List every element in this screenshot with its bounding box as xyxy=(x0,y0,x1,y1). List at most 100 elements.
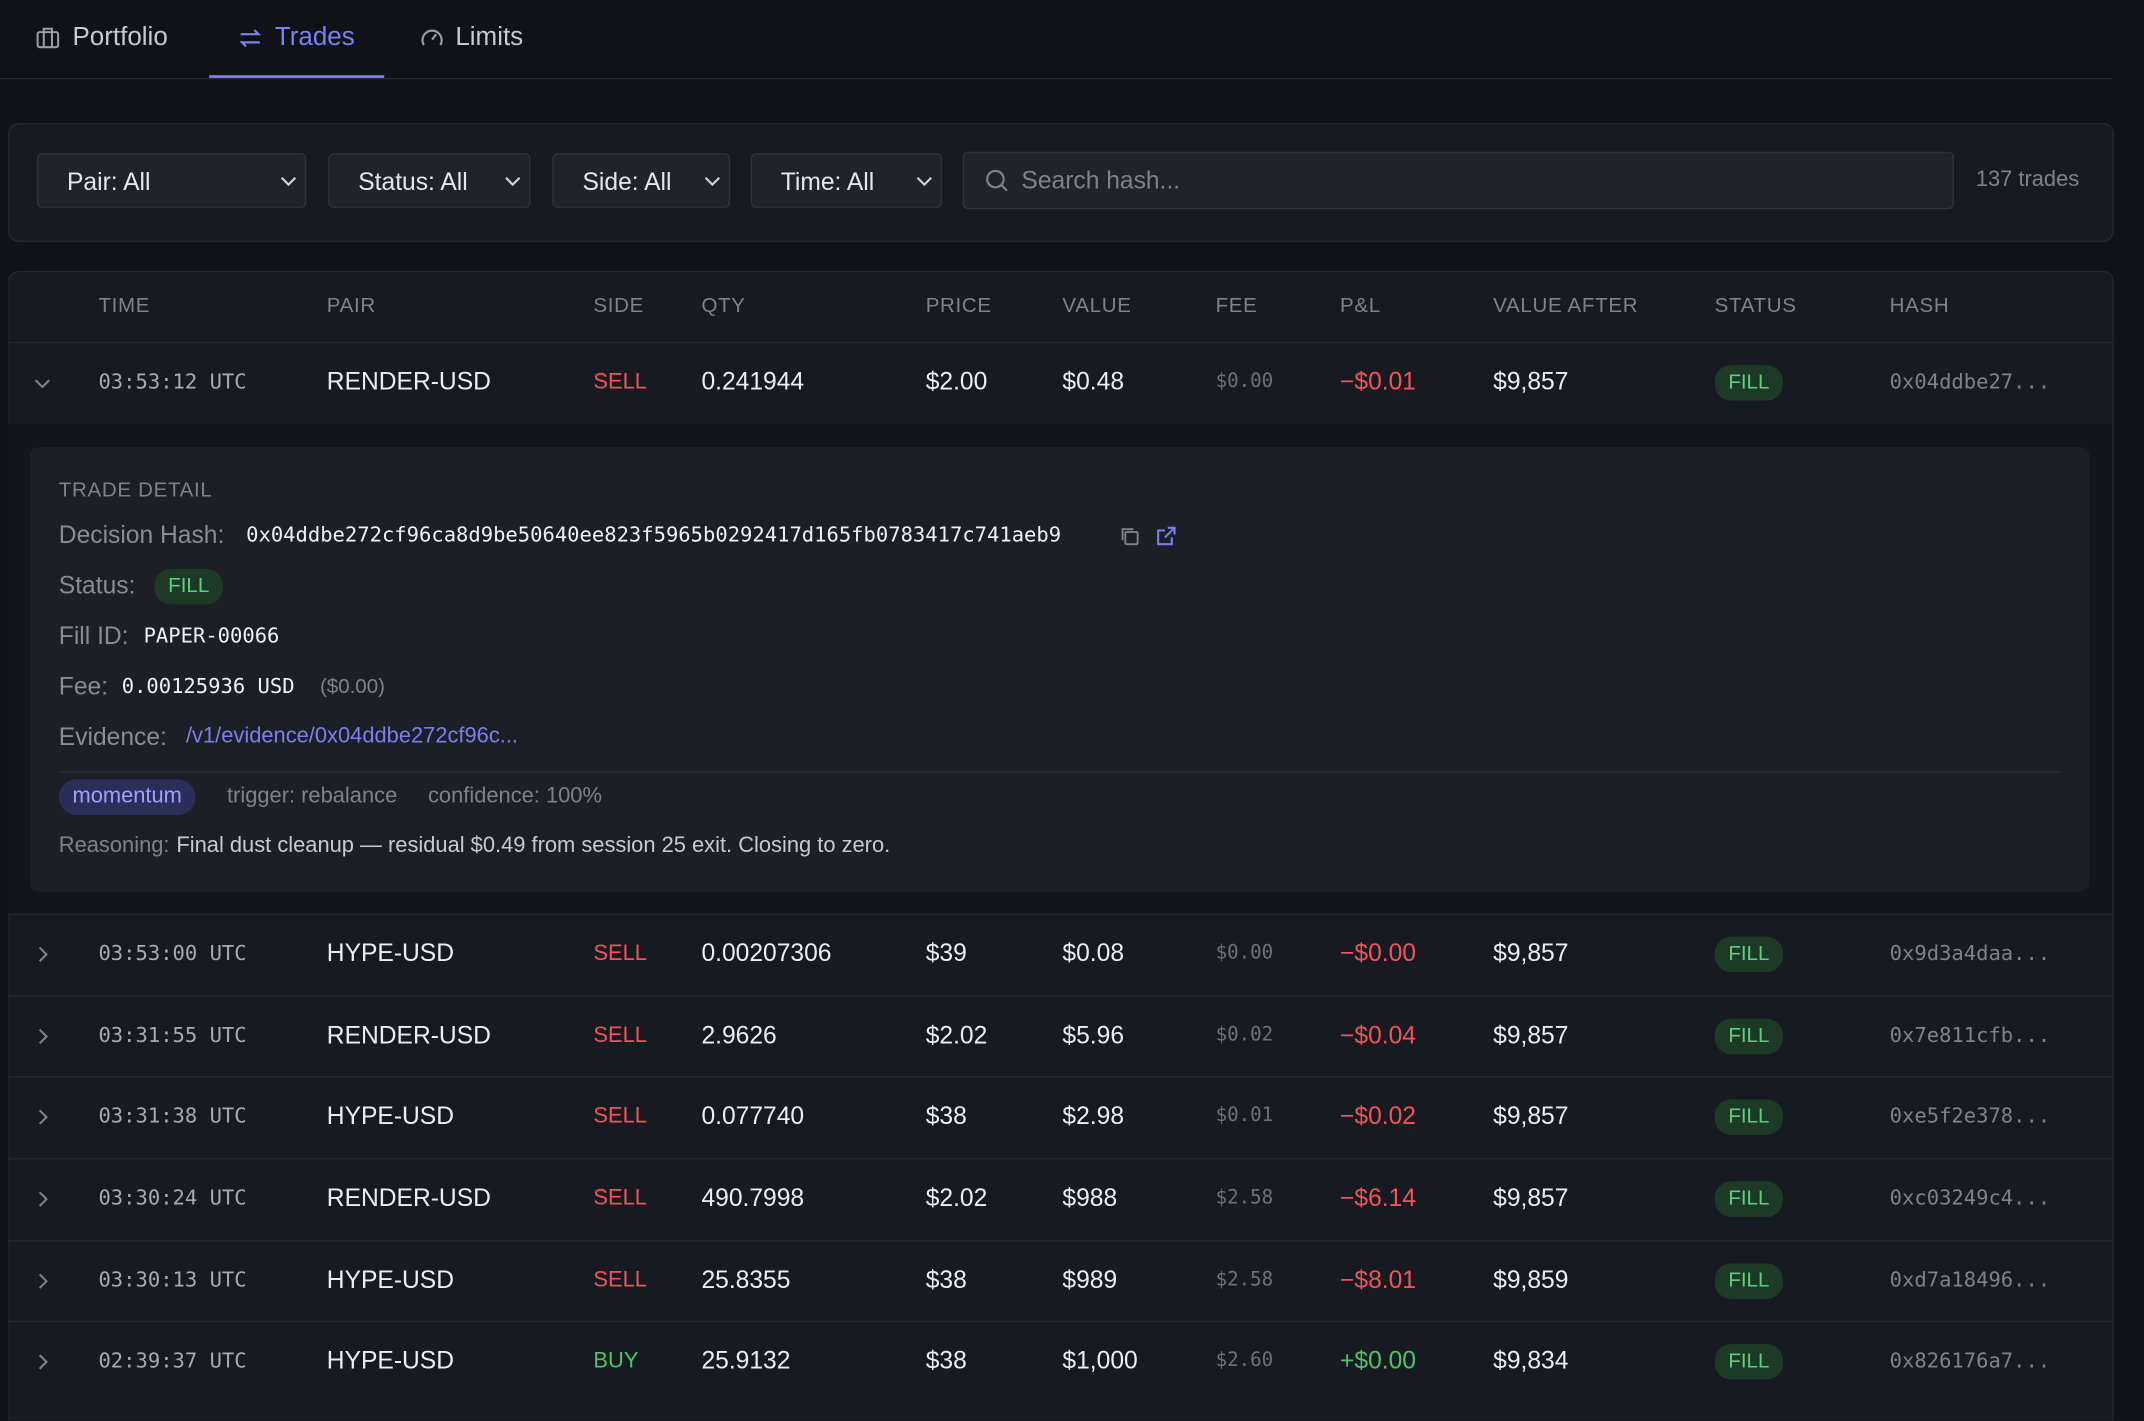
status-badge: FILL xyxy=(154,568,223,605)
filter-select[interactable]: Status: All xyxy=(328,153,531,208)
filter-label: Pair: All xyxy=(67,168,151,196)
value-cell: $988 xyxy=(1062,1184,1118,1212)
fee-cell: $0.00 xyxy=(1215,942,1274,964)
field-value: 0.00125936 USD xyxy=(121,674,295,699)
side-cell: SELL xyxy=(593,1104,647,1129)
value-cell: $38 xyxy=(925,1346,967,1375)
dropdown-chevron xyxy=(704,176,720,187)
column-header: VALUE AFTER xyxy=(1493,293,1639,318)
side-cell: SELL xyxy=(593,370,647,394)
row-chevron xyxy=(38,946,48,962)
fee-cell: $2.58 xyxy=(1215,1268,1274,1291)
value-cell: $9,857 xyxy=(1493,1102,1569,1130)
tab[interactable]: Limits xyxy=(455,23,524,52)
column-header: PAIR xyxy=(326,293,376,318)
filter-select[interactable]: Pair: All xyxy=(36,153,307,208)
strategy-tag: momentum xyxy=(58,779,196,815)
status-badge: FILL xyxy=(1714,365,1784,401)
value-cell: 25.9132 xyxy=(701,1346,791,1375)
field-label: Status: xyxy=(58,571,136,599)
filter-label: Time: All xyxy=(780,168,875,196)
pnl-cell: −$8.01 xyxy=(1340,1266,1416,1294)
value-cell: 2.9626 xyxy=(701,1021,777,1049)
detail-title: TRADE DETAIL xyxy=(58,478,213,502)
fee-cell: $0.02 xyxy=(1215,1024,1274,1047)
limits-icon xyxy=(421,29,443,46)
pnl-cell: −$0.02 xyxy=(1340,1102,1416,1130)
column-header: TIME xyxy=(98,293,151,318)
trade-row[interactable] xyxy=(8,343,2112,424)
column-header: VALUE xyxy=(1062,293,1132,318)
time-cell: 03:30:13 UTC xyxy=(98,1267,247,1293)
field-label: Fill ID: xyxy=(58,622,129,650)
value-cell: 0.241944 xyxy=(701,367,805,396)
column-header: P&L xyxy=(1340,293,1381,318)
tab[interactable]: Portfolio xyxy=(72,23,168,52)
trade-row[interactable] xyxy=(8,1322,2112,1403)
column-header: SIDE xyxy=(593,293,645,318)
pair-cell: HYPE-USD xyxy=(326,1102,454,1130)
side-cell: SELL xyxy=(593,942,647,966)
row-chevron xyxy=(38,1354,48,1370)
pair-cell: RENDER-USD xyxy=(326,1184,491,1212)
hash-cell: 0x7e811cfb... xyxy=(1889,1022,2051,1048)
value-cell: $0.08 xyxy=(1062,939,1125,967)
value-cell: 490.7998 xyxy=(701,1184,805,1212)
value-cell: $0.48 xyxy=(1062,367,1125,396)
search-box[interactable] xyxy=(962,151,1954,210)
value-cell: $9,857 xyxy=(1493,939,1569,967)
side-cell: SELL xyxy=(593,1268,647,1293)
fee-cell: $0.00 xyxy=(1215,370,1274,393)
trade-row[interactable] xyxy=(8,915,2112,996)
pnl-cell: −$6.14 xyxy=(1340,1184,1416,1212)
row-chevron xyxy=(34,379,50,389)
status-badge: FILL xyxy=(1714,1018,1784,1055)
side-cell: SELL xyxy=(593,1186,647,1211)
trade-row[interactable] xyxy=(8,1077,2112,1158)
status-badge: FILL xyxy=(1714,1263,1784,1299)
trade-row[interactable] xyxy=(8,1160,2112,1241)
row-divider xyxy=(8,913,2113,915)
value-cell: $9,857 xyxy=(1493,367,1569,396)
dropdown-chevron xyxy=(916,176,932,187)
hash-cell: 0xc03249c4... xyxy=(1889,1185,2051,1211)
hash-cell: 0x9d3a4daa... xyxy=(1889,940,2051,966)
pair-cell: HYPE-USD xyxy=(326,1346,454,1375)
row-divider xyxy=(8,1076,2113,1078)
row-divider xyxy=(8,1320,2113,1323)
reasoning-text: Final dust cleanup — residual $0.49 from… xyxy=(176,834,891,858)
evidence-link[interactable]: /v1/evidence/0x04ddbe272cf96c... xyxy=(185,724,519,748)
row-divider xyxy=(8,1240,2113,1242)
trade-row[interactable] xyxy=(8,1242,2112,1323)
filter-select[interactable]: Side: All xyxy=(552,153,731,208)
meta-text: trigger: rebalance xyxy=(226,784,398,809)
dropdown-chevron xyxy=(505,176,521,187)
value-cell: 0.077740 xyxy=(701,1102,805,1130)
row-chevron xyxy=(38,1028,48,1045)
field-value: PAPER-00066 xyxy=(143,623,280,649)
value-cell: $2.02 xyxy=(925,1021,988,1049)
pair-cell: HYPE-USD xyxy=(326,1266,454,1294)
value-cell: 25.8355 xyxy=(701,1266,791,1294)
status-badge: FILL xyxy=(1714,1344,1784,1380)
status-badge: FILL xyxy=(1714,936,1784,973)
pnl-cell: −$0.00 xyxy=(1340,939,1416,967)
hash-cell: 0xe5f2e378... xyxy=(1889,1103,2051,1129)
active-tab-underline xyxy=(209,75,385,78)
pair-cell: RENDER-USD xyxy=(326,1021,491,1049)
trade-row[interactable] xyxy=(8,997,2112,1078)
column-header: PRICE xyxy=(925,293,992,318)
pair-cell: RENDER-USD xyxy=(326,367,491,396)
filter-select[interactable]: Time: All xyxy=(750,153,943,208)
field-label: Evidence: xyxy=(58,723,167,751)
tab[interactable]: Trades xyxy=(274,23,355,52)
value-cell: $9,859 xyxy=(1493,1266,1569,1294)
fee-cell: $0.01 xyxy=(1215,1104,1274,1127)
field-value: 0x04ddbe272cf96ca8d9be50640ee823f5965b02… xyxy=(246,522,1062,547)
row-chevron xyxy=(38,1109,48,1125)
dropdown-chevron xyxy=(280,176,297,187)
search-placeholder: Search hash... xyxy=(1021,166,1181,195)
search-icon xyxy=(986,169,1008,192)
copy-icon xyxy=(1121,528,1139,546)
